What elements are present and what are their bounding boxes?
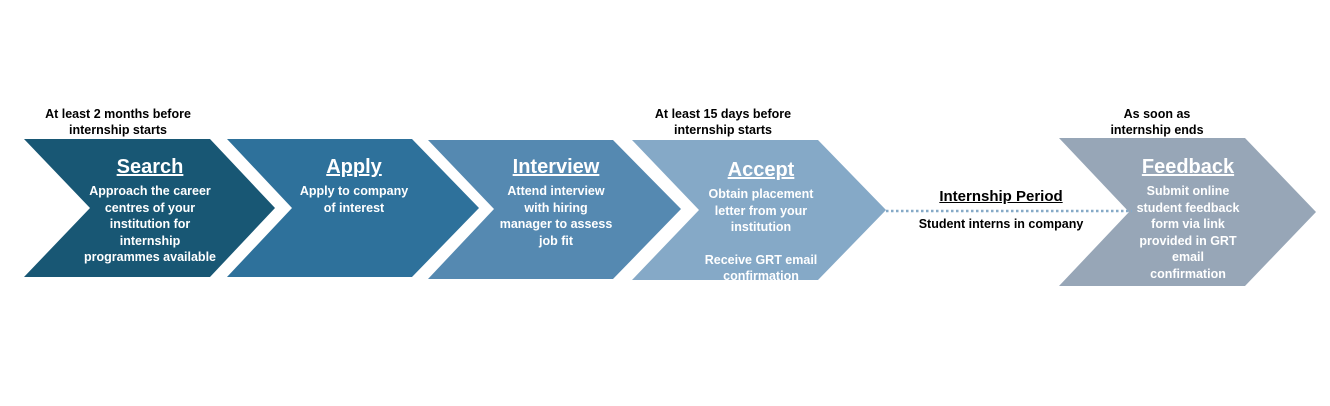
chevron-apply bbox=[227, 139, 479, 277]
chevron-feedback bbox=[1059, 138, 1316, 286]
timing-note-accept: At least 15 days before internship start… bbox=[654, 107, 792, 137]
step-interview: Interview Attend interview with hiring m… bbox=[491, 155, 621, 249]
timing-note-feedback: As soon as internship ends bbox=[1110, 107, 1204, 137]
chevron-search bbox=[24, 139, 275, 277]
step-interview-description: Attend interview with hiring manager to … bbox=[499, 184, 613, 248]
timing-note-search: At least 2 months before internship star… bbox=[45, 107, 191, 137]
step-search-title: Search bbox=[116, 156, 184, 178]
step-apply: Apply Apply to company of interest bbox=[289, 155, 419, 216]
step-apply-description: Apply to company of interest bbox=[299, 184, 409, 215]
step-accept-title: Accept bbox=[727, 159, 795, 181]
step-accept: Accept Obtain placement letter from your… bbox=[696, 158, 826, 285]
step-feedback: Feedback Submit online student feedback … bbox=[1128, 155, 1248, 282]
chevron-interview bbox=[428, 140, 681, 279]
internship-period-title: Internship Period bbox=[939, 188, 1063, 205]
step-search-description: Approach the career centres of your inst… bbox=[83, 184, 216, 264]
step-accept-description: Obtain placement letter from your instit… bbox=[708, 187, 814, 234]
step-accept-confirmation: Receive GRT email confirmation bbox=[704, 252, 818, 284]
step-interview-title: Interview bbox=[512, 156, 600, 178]
chevron-accept bbox=[632, 140, 886, 280]
step-apply-title: Apply bbox=[326, 156, 382, 178]
internship-period-subtitle: Student interns in company bbox=[918, 217, 1084, 231]
step-feedback-title: Feedback bbox=[1141, 156, 1235, 178]
step-feedback-description: Submit online student feedback form via … bbox=[1136, 184, 1240, 281]
step-search: Search Approach the career centres of yo… bbox=[80, 155, 220, 266]
